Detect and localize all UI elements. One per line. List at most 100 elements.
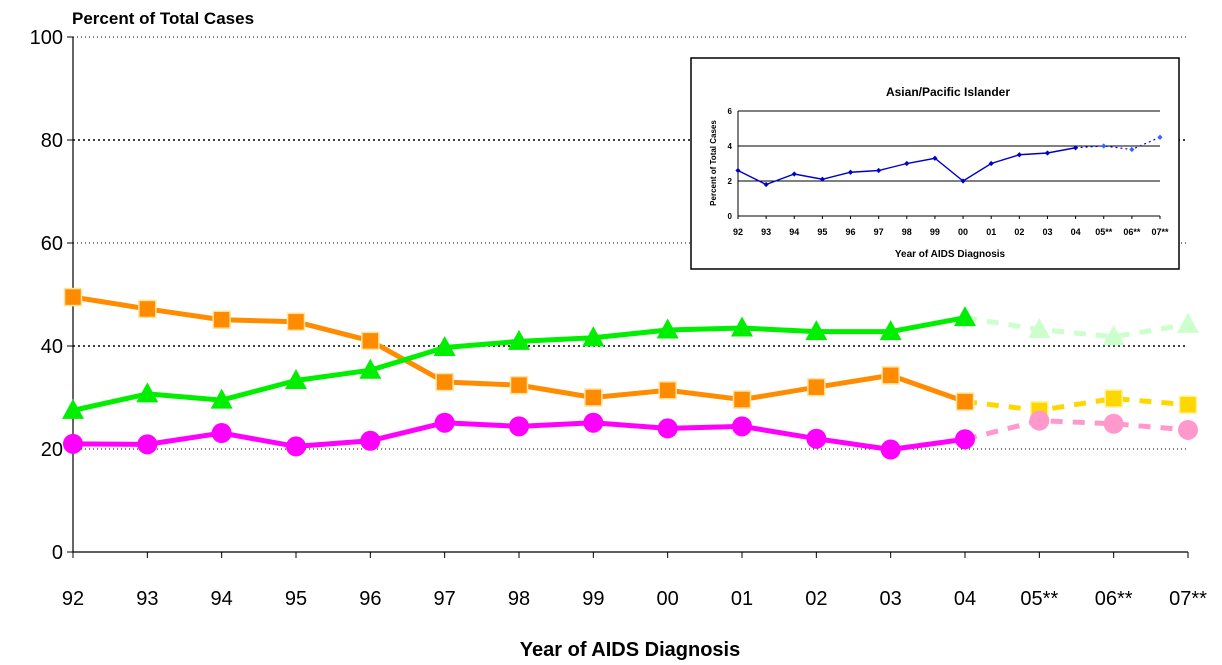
data-point xyxy=(212,310,231,329)
inset-x-tick-label: 05** xyxy=(1095,227,1113,237)
data-point xyxy=(881,366,900,385)
x-tick-label: 00 xyxy=(657,588,679,610)
data-point xyxy=(136,382,159,403)
inset-x-tick-label: 07** xyxy=(1151,227,1169,237)
inset-frame xyxy=(690,57,1180,270)
data-point xyxy=(62,398,84,419)
inset-x-tick-label: 93 xyxy=(761,227,771,237)
data-point xyxy=(584,388,603,407)
data-point xyxy=(359,358,382,379)
x-tick-label: 92 xyxy=(62,588,84,610)
data-point xyxy=(63,433,83,454)
y-tick-label: 20 xyxy=(41,439,63,461)
y-tick-label: 60 xyxy=(41,233,63,255)
series-projection-line xyxy=(964,315,1189,340)
data-point xyxy=(806,428,827,449)
data-point xyxy=(433,336,456,357)
inset-x-tick-label: 94 xyxy=(789,227,799,237)
data-point xyxy=(211,423,232,444)
data-point xyxy=(360,430,381,451)
projected-data-point xyxy=(1029,410,1050,431)
inset-x-tick-label: 97 xyxy=(874,227,884,237)
inset-y-tick-label: 4 xyxy=(728,142,733,151)
inset-data-point xyxy=(763,181,769,188)
x-tick-label: 01 xyxy=(731,588,753,610)
inset-data-point xyxy=(735,167,741,174)
inset-y-tick-label: 0 xyxy=(728,212,733,221)
data-point xyxy=(508,329,530,350)
projected-data-point xyxy=(1102,325,1125,346)
inset-x-tick-label: 98 xyxy=(902,227,912,237)
inset-x-tick-label: 02 xyxy=(1014,227,1024,237)
inset-data-point xyxy=(932,155,938,161)
y-tick-label: 40 xyxy=(41,336,63,358)
y-tick-label: 0 xyxy=(52,542,63,564)
y-tick-label: 80 xyxy=(41,130,63,152)
projected-data-point xyxy=(1103,413,1124,434)
inset-x-tick-label: 96 xyxy=(846,227,856,237)
data-point xyxy=(286,436,306,457)
projected-data-point xyxy=(1028,318,1051,339)
x-tick-label: 07** xyxy=(1169,588,1207,610)
inset-series-projection-line xyxy=(1075,136,1161,151)
x-tick-label: 03 xyxy=(880,588,902,610)
inset-y-tick-label: 6 xyxy=(728,107,733,116)
inset-title: Asian/Pacific Islander xyxy=(886,85,1010,99)
series-projection-line xyxy=(964,418,1189,442)
inset-data-point xyxy=(904,160,910,167)
data-point xyxy=(285,369,307,390)
data-point xyxy=(880,439,901,460)
x-tick-label: 93 xyxy=(136,588,158,610)
x-tick-label: 04 xyxy=(954,588,976,610)
projected-data-point xyxy=(1104,389,1123,408)
inset-x-tick-label: 01 xyxy=(986,227,996,237)
inset-data-point xyxy=(1073,145,1079,151)
inset-data-point xyxy=(876,167,882,174)
inset-x-tick-label: 04 xyxy=(1071,227,1081,237)
data-point xyxy=(138,299,157,319)
data-point xyxy=(582,326,605,347)
x-tick-label: 02 xyxy=(805,588,827,610)
x-tick-label: 97 xyxy=(434,588,456,610)
data-point xyxy=(955,429,975,450)
inset-y-tick-label: 2 xyxy=(728,177,733,186)
x-tick-label: 95 xyxy=(285,588,307,610)
data-point xyxy=(509,375,529,395)
data-point xyxy=(286,312,306,332)
data-point xyxy=(955,392,975,411)
inset-projected-data-point xyxy=(1129,146,1135,153)
x-tick-label: 96 xyxy=(359,588,381,610)
inset-x-tick-label: 92 xyxy=(733,227,743,237)
inset-data-point xyxy=(988,160,994,167)
inset-x-axis-title: Year of AIDS Diagnosis xyxy=(895,249,1006,260)
data-point xyxy=(210,388,233,409)
x-tick-label: 99 xyxy=(582,588,604,610)
data-point xyxy=(879,320,902,341)
inset-data-point xyxy=(1044,150,1051,156)
inset-projected-data-point xyxy=(1157,134,1163,140)
data-point xyxy=(509,416,529,437)
data-point xyxy=(807,377,826,397)
inset-data-point xyxy=(791,171,797,177)
x-tick-label: 94 xyxy=(211,588,233,610)
inset-data-point xyxy=(1016,152,1022,158)
inset-data-point xyxy=(819,176,825,182)
x-tick-label: 05** xyxy=(1020,588,1058,610)
data-point xyxy=(656,318,679,339)
inset-data-point xyxy=(960,178,966,184)
data-point xyxy=(954,306,976,327)
x-tick-label: 06** xyxy=(1095,588,1133,610)
inset-projected-data-point xyxy=(1101,143,1107,149)
data-point xyxy=(732,390,752,409)
data-point xyxy=(435,372,454,392)
data-point xyxy=(657,418,678,439)
inset-x-tick-label: 03 xyxy=(1042,227,1052,237)
data-point xyxy=(731,316,753,337)
data-point xyxy=(63,287,83,307)
y-tick-label: 100 xyxy=(30,27,63,49)
inset-y-axis-title: Percent of Total Cases xyxy=(709,120,718,206)
series-projection-line xyxy=(964,396,1189,413)
